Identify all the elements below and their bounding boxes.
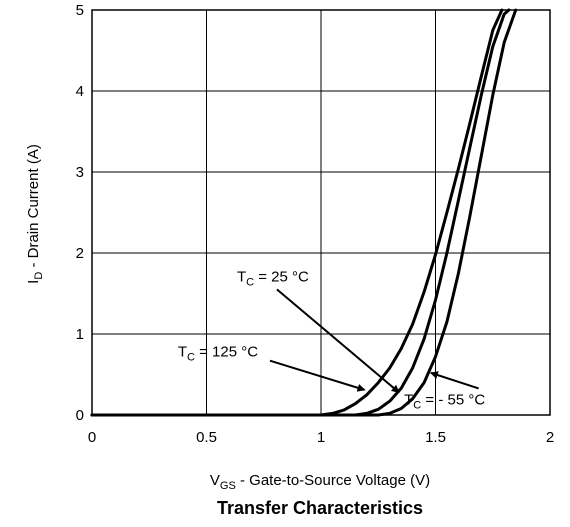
x-tick-label: 2 [546,429,554,446]
annotation-labels: TC = 125 °C TC = 25 °C TC = - 55 °C [178,268,486,411]
x-tick-label: 1.5 [425,429,446,446]
y-tick-label: 0 [76,407,84,424]
y-tick-label: 2 [76,245,84,262]
y-tick-label: 5 [76,2,84,19]
y-tick-label: 1 [76,326,84,343]
annotation-arrows [269,288,479,394]
series-lines [90,8,518,417]
chart-title: Transfer Characteristics [217,498,423,518]
series-line-1 [90,8,511,417]
y-tick-label: 4 [76,83,84,100]
annotation-label-1: TC = 25 °C [237,268,309,288]
x-tick-labels: 0 0.5 1 1.5 2 [88,429,554,446]
y-tick-labels: 0 1 2 3 4 5 [76,2,84,424]
x-axis-title: VGS - Gate-to-Source Voltage (V) [210,472,430,492]
x-tick-label: 0.5 [196,429,217,446]
y-axis-title: ID - Drain Current (A) [25,144,45,284]
y-tick-label: 3 [76,164,84,181]
series-line-0 [90,8,504,417]
annotation-arrow-1 [276,288,400,394]
annotation-label-0: TC = 125 °C [178,344,258,364]
annotation-arrow-0 [269,359,366,392]
annotation-label-2: TC = - 55 °C [404,391,485,411]
x-tick-label: 0 [88,429,96,446]
plot-frame [91,9,551,416]
annotation-arrow-2 [429,371,479,390]
series-line-2 [90,8,518,417]
x-tick-label: 1 [317,429,325,446]
